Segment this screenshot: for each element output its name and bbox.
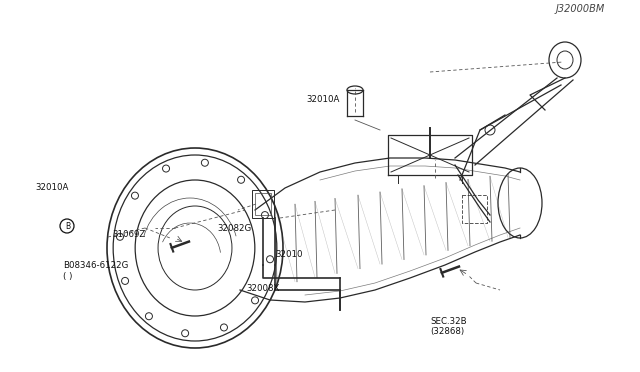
Text: 32010A: 32010A xyxy=(306,95,339,104)
Bar xyxy=(255,193,271,215)
Text: B: B xyxy=(65,221,70,231)
Bar xyxy=(252,190,274,218)
Text: B08346-6122G
( ): B08346-6122G ( ) xyxy=(63,261,128,280)
Text: J32000BM: J32000BM xyxy=(556,4,605,14)
Text: 31069Z: 31069Z xyxy=(112,230,145,239)
Text: 32010A: 32010A xyxy=(35,183,68,192)
Text: SEC.32B
(32868): SEC.32B (32868) xyxy=(430,317,467,336)
Text: 32010: 32010 xyxy=(275,250,303,259)
Text: 32008X: 32008X xyxy=(246,284,280,293)
Text: 32082G: 32082G xyxy=(218,224,252,233)
